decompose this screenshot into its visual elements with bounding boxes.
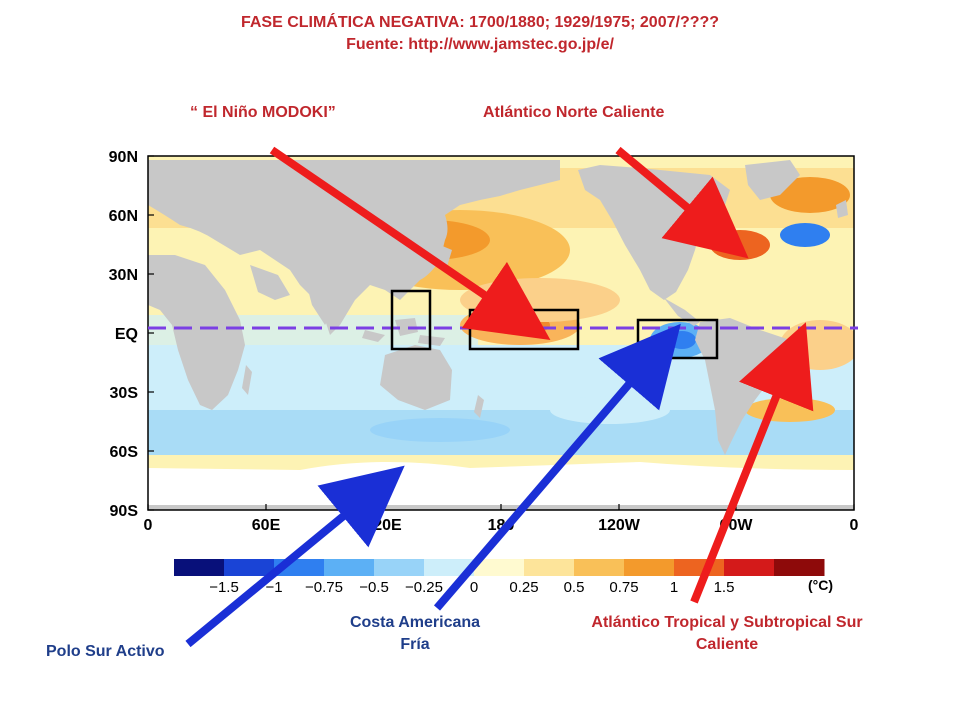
color-scale-swatch — [574, 559, 625, 576]
lat-labels: 90N 60N 30N EQ 30S 60S 90S — [109, 149, 139, 520]
color-scale-label: 1 — [670, 579, 678, 596]
title-line-2: Fuente: http://www.jamstec.go.jp/e/ — [0, 36, 960, 54]
color-scale-label: −1.5 — [209, 579, 239, 596]
color-scale-label: 0.5 — [564, 579, 585, 596]
color-scale-label: 0 — [470, 579, 478, 596]
lon-label: 0 — [850, 517, 859, 534]
legend-unit: (°C) — [808, 577, 833, 593]
label-el-nino-modoki: “ El Niño MODOKI” — [190, 104, 336, 122]
color-scale-swatch — [374, 559, 425, 576]
color-scale-swatch — [324, 559, 375, 576]
lat-label: 60S — [110, 444, 139, 461]
label-south-pole: Polo Sur Activo — [46, 643, 165, 661]
label-american-coast-line1: Costa Americana — [330, 612, 500, 634]
label-american-coast: Costa Americana Fría — [330, 612, 500, 656]
color-scale-swatch — [674, 559, 725, 576]
title-line-1: FASE CLIMÁTICA NEGATIVA: 1700/1880; 1929… — [0, 14, 960, 32]
color-scale-swatch — [174, 559, 225, 576]
lat-label: 30S — [110, 385, 139, 402]
color-scale-swatch — [524, 559, 575, 576]
label-tropical-atlantic: Atlántico Tropical y Subtropical Sur Cal… — [568, 612, 886, 656]
label-north-atlantic: Atlántico Norte Caliente — [483, 104, 664, 122]
color-scale-label: −0.75 — [305, 579, 343, 596]
color-scale-label: 1.5 — [714, 579, 735, 596]
color-scale-swatch — [774, 559, 825, 576]
color-scale-swatch — [224, 559, 275, 576]
lat-label: 30N — [109, 267, 138, 284]
label-tropical-atlantic-line1: Atlántico Tropical y Subtropical Sur — [568, 612, 886, 634]
label-american-coast-line2: Fría — [330, 634, 500, 656]
color-scale-label: 0.25 — [509, 579, 538, 596]
lat-label: 90N — [109, 149, 138, 166]
lat-label: EQ — [115, 326, 138, 343]
lat-label: 90S — [110, 503, 139, 520]
color-scale-labels: −1.5 −1 −0.75 −0.5 −0.25 0 0.25 0.5 0.75 1 1.5 — [209, 579, 734, 596]
color-scale-label: 0.75 — [609, 579, 638, 596]
color-scale-label: −0.25 — [405, 579, 443, 596]
lon-label: 60E — [252, 517, 281, 534]
lon-label: 0 — [144, 517, 153, 534]
color-scale-swatch — [724, 559, 775, 576]
lon-label: 120W — [598, 517, 641, 534]
lon-label: 120E — [364, 517, 402, 534]
color-scale-label: −0.5 — [359, 579, 389, 596]
lat-label: 60N — [109, 208, 138, 225]
label-tropical-atlantic-line2: Caliente — [568, 634, 886, 656]
color-scale-swatch — [624, 559, 675, 576]
